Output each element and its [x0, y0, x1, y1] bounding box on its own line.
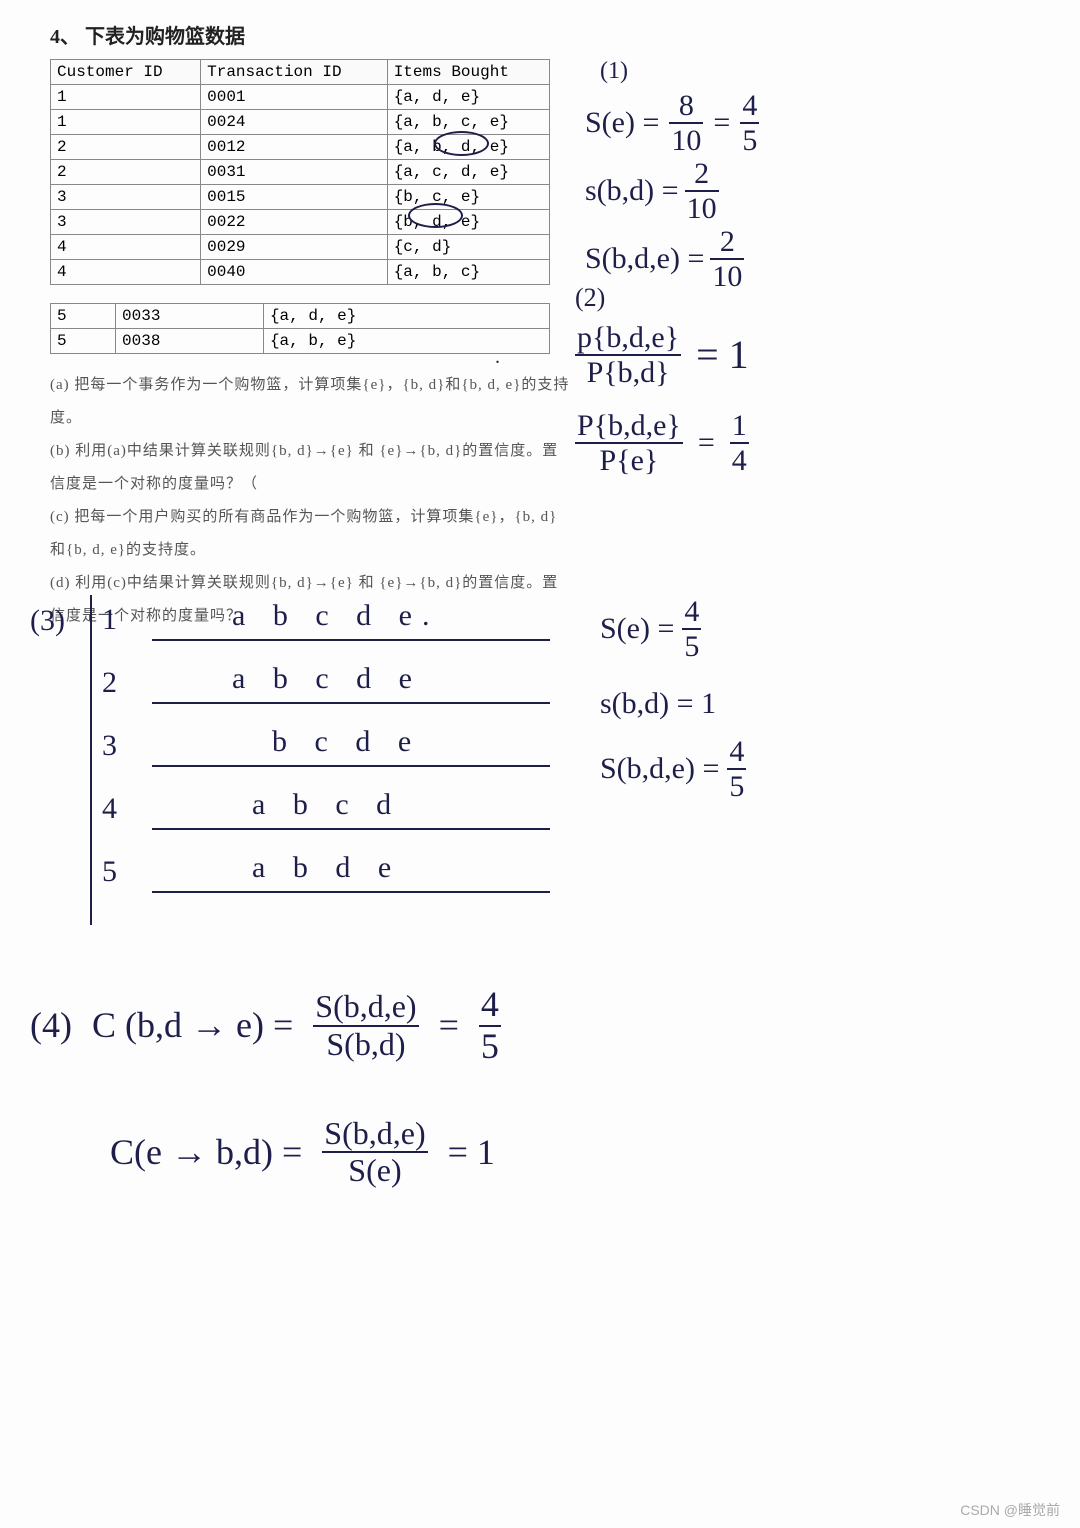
table-row: 40029{c, d} [51, 235, 550, 260]
th-transaction: Transaction ID [201, 60, 388, 85]
table-row: 50038{a, b, e} [51, 329, 550, 354]
questions-block: (a) 把每一个事务作为一个购物篮，计算项集{e}，{b, d}和{b, d, … [50, 369, 570, 633]
table-row: 20012{a, b, d, e} [51, 135, 550, 160]
table-row: 10024{a, b, c, e} [51, 110, 550, 135]
hand-part4: (4) C (b,d → e) = S(b,d,e)S(b,d) = 45 C(… [30, 985, 501, 1189]
hand-part1: (1) S(e) = 810 = 45 s(b,d) = 210 S(b,d,e… [585, 55, 759, 293]
table-row: 20031{a, c, d, e} [51, 160, 550, 185]
table-row: 50033{a, d, e} [51, 304, 550, 329]
question-a: (a) 把每一个事务作为一个购物篮，计算项集{e}，{b, d}和{b, d, … [50, 369, 570, 435]
basket-table-2: 50033{a, d, e} 50038{a, b, e} [50, 303, 550, 354]
table-row: 10001{a, d, e} [51, 85, 550, 110]
page-title: 4、 下表为购物篮数据 [50, 20, 1030, 49]
watermark: CSDN @睡觉前 [960, 1500, 1060, 1520]
hand-dot: . [495, 343, 500, 371]
hand-part3-label: (3) [30, 600, 65, 642]
hand-label: (2) [575, 280, 749, 316]
table-row: 40040{a, b, c} [51, 260, 550, 285]
table-row: 30015{b, c, e} [51, 185, 550, 210]
hand-label: (1) [600, 55, 759, 89]
question-c: (c) 把每一个用户购买的所有商品作为一个购物篮，计算项集{e}，{b, d}和… [50, 501, 570, 567]
table-row: 30022{b, d, e} [51, 210, 550, 235]
hand-part3-table: 1a b c d e. 2a b c d e 3b c d e 4a b c d… [90, 595, 560, 925]
th-customer: Customer ID [51, 60, 201, 85]
hand-part3-right: S(e) = 45 s(b,d) = 1 S(b,d,e) = 45 [600, 595, 746, 803]
hand-part2: (2) p{b,d,e}P{b,d} = 1 P{b,d,e}P{e} = 14 [575, 280, 749, 477]
question-b: (b) 利用(a)中结果计算关联规则{b, d}→{e} 和 {e}→{b, d… [50, 435, 570, 501]
basket-table-1: Customer ID Transaction ID Items Bought … [50, 59, 550, 285]
th-items: Items Bought [387, 60, 549, 85]
